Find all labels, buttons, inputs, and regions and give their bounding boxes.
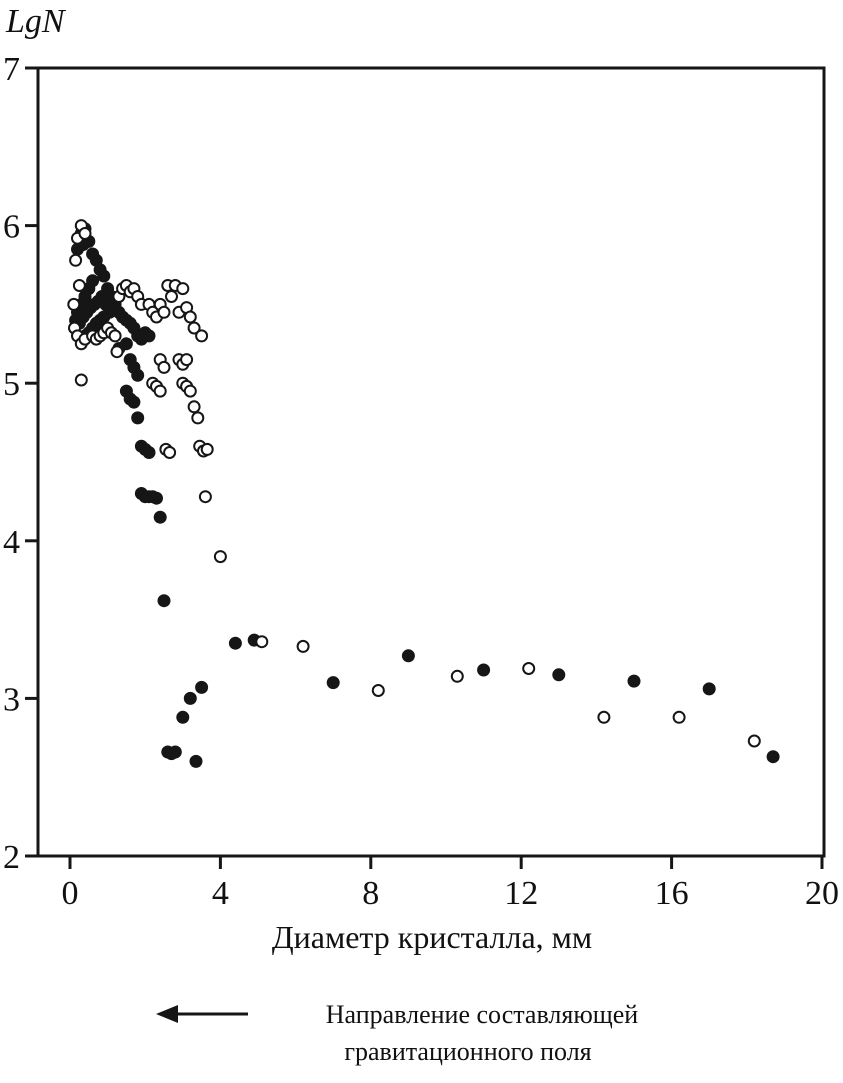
open-data-point xyxy=(450,669,464,683)
plot-area xyxy=(36,66,826,858)
x-tick-label: 16 xyxy=(655,875,689,912)
filled-data-point xyxy=(702,682,716,696)
x-axis-label: Диаметр кристалла, мм xyxy=(272,919,592,955)
y-ticks: 2 3 4 5 6 7 xyxy=(3,51,38,876)
filled-data-point xyxy=(552,668,566,682)
open-data-point xyxy=(110,345,124,359)
open-data-point xyxy=(157,360,171,374)
filled-data-point xyxy=(157,594,171,608)
x-ticks: 0 4 8 12 16 20 xyxy=(62,856,839,912)
open-data-point xyxy=(195,329,209,343)
open-data-point xyxy=(157,305,171,319)
y-tick-label: 5 xyxy=(3,366,20,403)
open-data-point xyxy=(165,290,178,303)
filled-data-point xyxy=(183,691,197,705)
filled-data-point xyxy=(168,745,182,759)
open-data-point xyxy=(255,635,269,649)
open-data-point xyxy=(187,321,201,335)
filled-data-point xyxy=(142,446,156,459)
open-data-point xyxy=(153,384,167,398)
filled-data-point xyxy=(131,368,145,382)
left-arrow-icon xyxy=(156,1005,248,1023)
filled-data-point xyxy=(189,754,203,768)
filled-data-point xyxy=(97,269,111,283)
y-tick-label: 7 xyxy=(3,51,20,88)
open-data-point xyxy=(747,734,761,748)
filled-data-point xyxy=(150,491,163,505)
data-points xyxy=(67,219,780,768)
filled-data-point xyxy=(127,395,141,409)
open-data-point xyxy=(672,710,686,724)
x-tick-label: 4 xyxy=(212,875,229,912)
open-data-point xyxy=(78,227,92,240)
filled-data-point xyxy=(477,663,491,677)
open-data-point xyxy=(522,662,536,675)
filled-data-point xyxy=(228,636,242,650)
open-data-point xyxy=(200,442,214,456)
filled-data-point xyxy=(153,510,167,524)
filled-data-point xyxy=(142,329,156,343)
open-data-point xyxy=(187,400,201,414)
open-data-point xyxy=(597,710,611,724)
y-tick-label: 4 xyxy=(3,524,20,561)
filled-data-point xyxy=(131,411,145,425)
filled-data-point xyxy=(195,680,209,694)
open-data-point xyxy=(176,282,190,296)
filled-data-point xyxy=(627,674,641,688)
open-data-point xyxy=(371,684,385,697)
open-data-point xyxy=(69,253,83,267)
filled-data-point xyxy=(326,676,340,690)
open-data-point xyxy=(163,446,177,459)
open-data-point xyxy=(213,550,227,564)
x-tick-label: 0 xyxy=(62,875,79,912)
y-tick-label: 2 xyxy=(3,839,20,876)
x-tick-label: 12 xyxy=(504,875,538,912)
filled-data-point xyxy=(176,710,190,724)
filled-data-point xyxy=(401,649,415,663)
open-data-point xyxy=(198,490,212,504)
filled-data-point xyxy=(766,750,780,764)
open-data-point xyxy=(183,310,197,324)
x-tick-label: 8 xyxy=(362,875,379,912)
open-data-point xyxy=(108,329,122,343)
open-data-point xyxy=(72,279,86,292)
open-data-point xyxy=(183,384,197,398)
x-tick-label: 20 xyxy=(805,875,839,912)
open-data-point xyxy=(180,353,194,367)
open-data-point xyxy=(296,639,310,653)
caption-line2: гравитационного поля xyxy=(344,1037,591,1066)
caption: Направление составляющей гравитационного… xyxy=(156,1000,638,1066)
y-tick-label: 6 xyxy=(3,209,20,246)
chart-title: LgN xyxy=(5,3,67,40)
open-data-point xyxy=(74,373,88,387)
caption-line1: Направление составляющей xyxy=(326,1000,639,1029)
y-tick-label: 3 xyxy=(3,681,20,718)
open-data-point xyxy=(191,411,205,425)
open-data-point xyxy=(67,297,81,311)
